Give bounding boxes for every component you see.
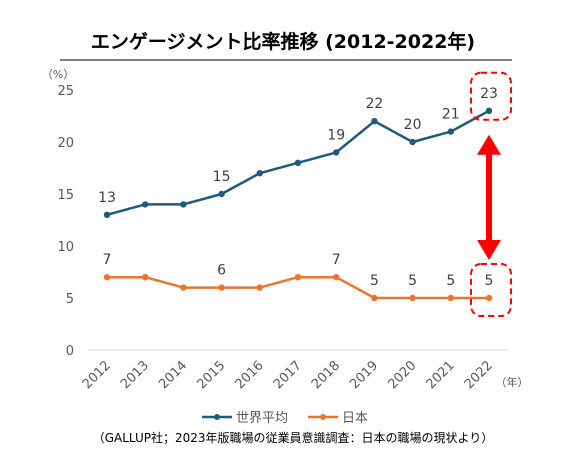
y-tick-label: 20 (57, 136, 74, 151)
data-label: 23 (480, 86, 498, 102)
x-axis-unit: （年） (496, 375, 529, 389)
gap-arrow-head-down (477, 240, 501, 260)
data-label: 5 (446, 273, 455, 289)
data-point (409, 294, 416, 302)
highlight-box-japan (470, 263, 512, 317)
x-axis-ticks: 2012 2013 2014 2015 2016 2017 2018 2019 2020 2021… (80, 358, 496, 392)
data-point (485, 294, 493, 302)
chart-title: エンゲージメント比率推移 (2012-2022年) (91, 30, 475, 53)
data-point (218, 190, 225, 198)
y-tick-label: 0 (66, 344, 74, 359)
data-point (103, 274, 111, 281)
data-point (371, 294, 378, 302)
data-point (409, 138, 416, 146)
x-tick-label: 2013 (118, 358, 152, 392)
data-point (447, 128, 454, 135)
data-point (180, 284, 187, 291)
data-point (218, 284, 225, 291)
y-axis-unit: （%） (42, 68, 74, 81)
data-point (371, 118, 378, 125)
data-point (485, 107, 493, 115)
series-layer (103, 107, 493, 302)
gap-arrow-head-up (477, 134, 501, 155)
x-tick-label: 2015 (194, 358, 228, 392)
data-label: 5 (408, 273, 417, 289)
x-tick-label: 2017 (271, 358, 305, 392)
y-tick-label: 10 (57, 240, 74, 255)
data-label: 15 (213, 169, 231, 185)
data-point (103, 211, 111, 218)
y-tick-label: 15 (57, 188, 74, 203)
legend-label-japan: 日本 (342, 411, 368, 426)
data-label: 20 (404, 117, 422, 133)
y-axis-ticks: 0 5 10 15 20 25 (57, 84, 74, 359)
data-label: 7 (332, 252, 341, 268)
data-point (447, 294, 454, 302)
data-point (294, 274, 302, 281)
data-point (294, 159, 302, 166)
data-point (256, 170, 263, 177)
highlight-layer (470, 71, 512, 317)
data-point (180, 201, 187, 208)
x-tick-label: 2021 (424, 358, 458, 392)
legend-marker-world (214, 414, 220, 420)
data-label: 5 (485, 273, 494, 289)
x-tick-label: 2019 (347, 358, 381, 392)
legend: 世界平均 日本 (202, 411, 368, 426)
data-label: 5 (370, 273, 379, 289)
y-tick-label: 5 (66, 292, 74, 307)
x-tick-label: 2018 (309, 358, 343, 392)
legend-marker-japan (320, 414, 326, 420)
highlight-box-world (470, 71, 512, 121)
x-tick-label: 2016 (233, 358, 267, 392)
data-point (256, 284, 263, 291)
data-label: 22 (365, 96, 383, 112)
data-label: 13 (98, 190, 116, 206)
source-note: （GALLUP社；2023年版職場の従業員意識調査：日本の職場の現状より） (93, 430, 494, 445)
data-label: 6 (217, 263, 226, 279)
data-label: 19 (327, 127, 345, 143)
x-tick-label: 2012 (80, 358, 114, 392)
data-point (142, 201, 149, 208)
x-tick-label: 2014 (156, 358, 190, 392)
y-tick-label: 25 (57, 84, 74, 99)
x-tick-label: 2020 (385, 358, 419, 392)
data-label: 7 (103, 252, 112, 268)
legend-label-world: 世界平均 (236, 411, 288, 426)
data-point (333, 274, 340, 281)
data-point (333, 149, 340, 156)
data-point (142, 274, 149, 281)
x-tick-label: 2022 (462, 358, 496, 392)
data-label: 21 (442, 107, 460, 123)
data-labels: 13 15 19 22 20 21 23 7 6 7 5 5 5 5 (98, 86, 498, 289)
